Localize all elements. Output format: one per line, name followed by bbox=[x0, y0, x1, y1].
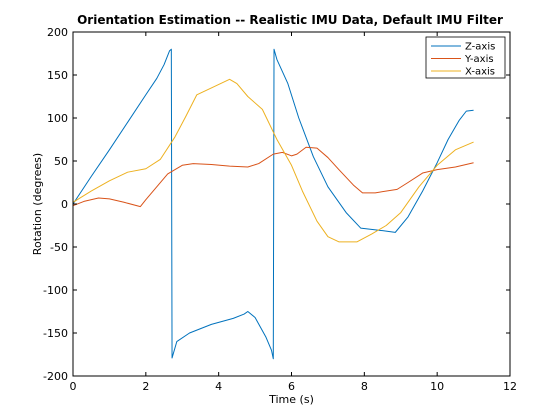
x-tick-label: 0 bbox=[70, 380, 77, 393]
chart-title: Orientation Estimation -- Realistic IMU … bbox=[77, 13, 503, 27]
x-tick-label: 10 bbox=[430, 380, 444, 393]
x-ticks: 0 2 4 6 8 10 12 bbox=[70, 32, 517, 393]
y-tick-label: -50 bbox=[50, 241, 68, 254]
x-tick-label: 8 bbox=[361, 380, 368, 393]
y-tick-label: -100 bbox=[43, 284, 68, 297]
y-ticks: -200 -150 -100 -50 0 50 100 150 200 bbox=[43, 26, 510, 383]
series-line-z-axis bbox=[72, 48, 474, 360]
legend-label: Z-axis bbox=[465, 42, 495, 53]
legend-label: Y-axis bbox=[464, 54, 494, 65]
y-tick-label: 0 bbox=[61, 198, 68, 211]
y-tick-label: 100 bbox=[47, 112, 68, 125]
y-axis-label: Rotation (degrees) bbox=[31, 153, 44, 255]
y-tick-label: 150 bbox=[47, 69, 68, 82]
series-line-y-axis bbox=[72, 146, 474, 208]
y-tick-label: 50 bbox=[54, 155, 68, 168]
x-tick-label: 6 bbox=[288, 380, 295, 393]
axes-background bbox=[73, 32, 510, 376]
series-line-x-axis bbox=[72, 78, 474, 243]
y-tick-label: -200 bbox=[43, 370, 68, 383]
y-tick-label: 200 bbox=[47, 26, 68, 39]
legend-label: X-axis bbox=[465, 67, 495, 78]
x-tick-label: 12 bbox=[503, 380, 517, 393]
y-tick-label: -150 bbox=[43, 327, 68, 340]
x-tick-label: 2 bbox=[142, 380, 149, 393]
x-axis-label: Time (s) bbox=[268, 393, 314, 406]
series-layer bbox=[72, 48, 474, 360]
plot-area: 0 2 4 6 8 10 12 -200 -150 -100 -50 0 50 100 150 200 bbox=[43, 26, 517, 393]
x-tick-label: 4 bbox=[215, 380, 222, 393]
